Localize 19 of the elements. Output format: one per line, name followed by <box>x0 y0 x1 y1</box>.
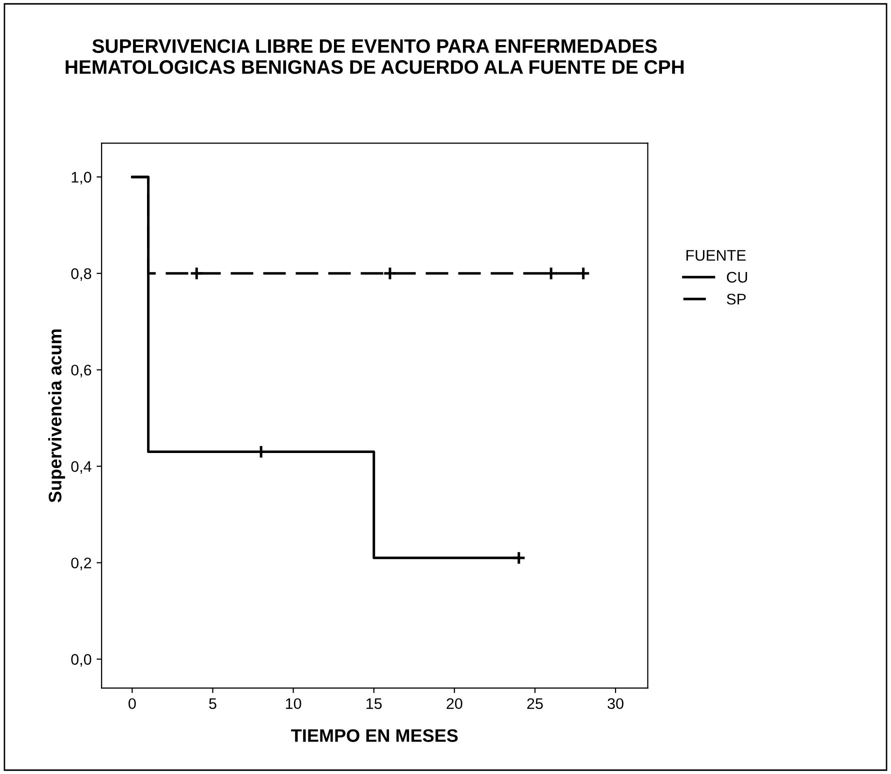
x-tick-label: 10 <box>286 698 302 710</box>
legend-label: SP <box>726 294 746 305</box>
y-tick-label: 0,8 <box>71 268 92 281</box>
x-tick-label: 30 <box>608 698 624 710</box>
legend-label: CU <box>726 272 748 283</box>
y-tick-label: 1,0 <box>72 172 92 184</box>
y-tick-label: 0,0 <box>71 654 92 667</box>
y-axis-title: Supervivencia acum <box>48 329 66 502</box>
chart-title: SUPERVIVENCIA LIBRE DE EVENTO PARA ENFERMEDADES HEMATOLOGICAS BENIGNAS DE ACUERDO ALA FUENTE DE CPH <box>66 39 684 74</box>
x-tick-label: 5 <box>209 698 216 710</box>
y-tick-label: 0,4 <box>71 461 92 474</box>
x-tick-label: 15 <box>366 698 382 710</box>
y-tick-label: 0,6 <box>71 364 92 378</box>
x-tick-label: 25 <box>527 698 543 710</box>
y-tick-label: 0,2 <box>71 558 92 570</box>
x-tick-label: 20 <box>446 698 462 710</box>
x-tick-label: 0 <box>128 698 136 710</box>
x-axis-title: TIEMPO EN MESES <box>291 729 458 742</box>
legend-title: FUENTE <box>686 250 746 261</box>
